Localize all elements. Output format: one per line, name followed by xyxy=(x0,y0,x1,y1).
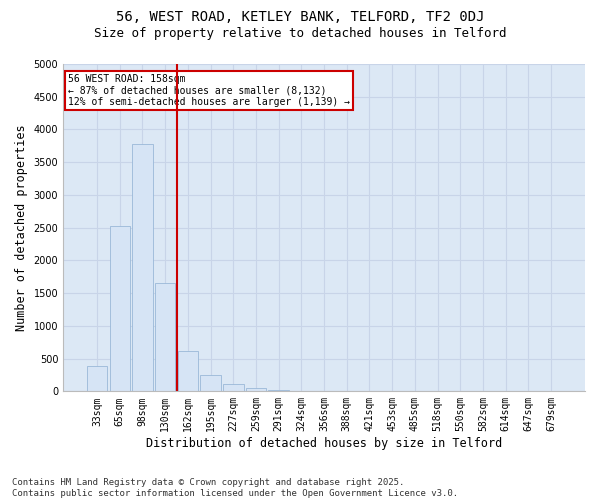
Text: 56 WEST ROAD: 158sqm
← 87% of detached houses are smaller (8,132)
12% of semi-de: 56 WEST ROAD: 158sqm ← 87% of detached h… xyxy=(68,74,350,107)
Bar xyxy=(268,390,289,392)
Bar xyxy=(223,384,244,392)
X-axis label: Distribution of detached houses by size in Telford: Distribution of detached houses by size … xyxy=(146,437,502,450)
Bar xyxy=(246,388,266,392)
Bar xyxy=(178,352,198,392)
Bar xyxy=(155,284,175,392)
Bar xyxy=(132,144,153,392)
Bar xyxy=(87,366,107,392)
Text: 56, WEST ROAD, KETLEY BANK, TELFORD, TF2 0DJ: 56, WEST ROAD, KETLEY BANK, TELFORD, TF2… xyxy=(116,10,484,24)
Bar xyxy=(200,375,221,392)
Y-axis label: Number of detached properties: Number of detached properties xyxy=(15,124,28,331)
Text: Size of property relative to detached houses in Telford: Size of property relative to detached ho… xyxy=(94,28,506,40)
Bar xyxy=(110,226,130,392)
Text: Contains HM Land Registry data © Crown copyright and database right 2025.
Contai: Contains HM Land Registry data © Crown c… xyxy=(12,478,458,498)
